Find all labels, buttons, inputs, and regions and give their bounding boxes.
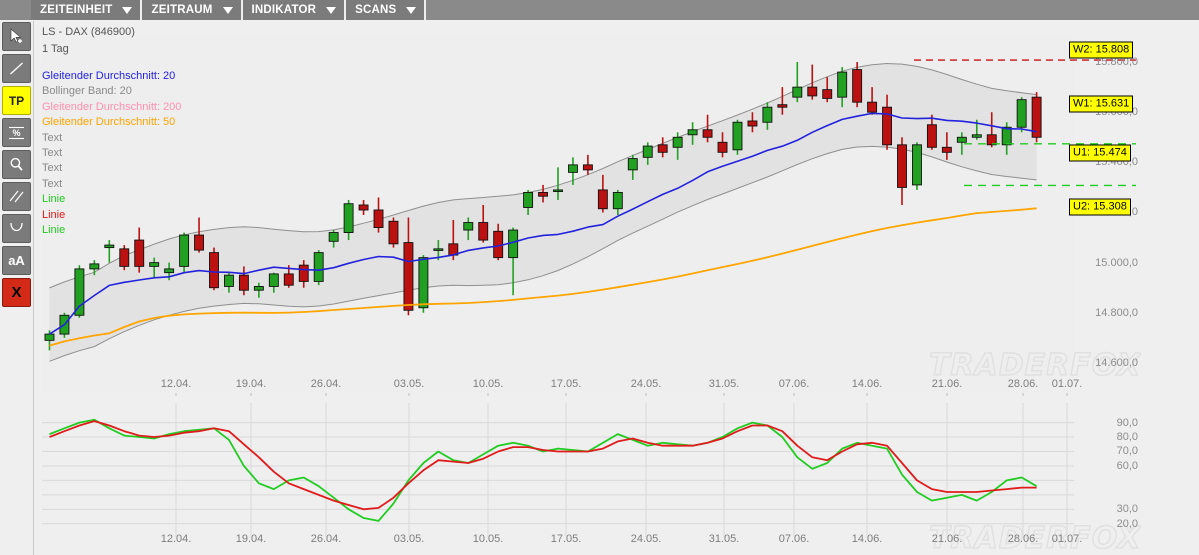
- price-level-tag-w2[interactable]: W2: 15.808: [1069, 41, 1134, 59]
- indicator-axis-tick: 80,0: [1116, 431, 1138, 444]
- text-tool-icon[interactable]: aA: [2, 246, 31, 275]
- indicator-date-tick: 14.06.: [851, 533, 883, 545]
- menu-item-zeiteinheit-label: ZEITEINHEIT: [40, 4, 113, 16]
- price-axis-tick: 14.600,0: [1095, 356, 1138, 369]
- legend-item[interactable]: Linie: [42, 224, 66, 237]
- indicator-date-tick: 24.05.: [630, 533, 662, 545]
- price-date-tick: 31.05.: [708, 378, 740, 390]
- price-date-tick: 17.05.: [550, 378, 582, 390]
- chart-legend: Gleitender Durchschnitt: 20 Bollinger Ban…: [42, 69, 181, 238]
- legend-item[interactable]: Gleitender Durchschnitt: 200: [42, 100, 182, 113]
- zoom-icon[interactable]: [2, 150, 31, 179]
- price-date-tick: 07.06.: [778, 378, 810, 390]
- menu-item-zeitraum[interactable]: ZEITRAUM: [142, 0, 243, 20]
- indicator-date-tick: 21.06.: [931, 533, 963, 545]
- price-date-tick: 24.05.: [630, 378, 662, 390]
- price-level-tag-u2[interactable]: U2: 15.308: [1069, 198, 1131, 216]
- parallel-lines-icon[interactable]: [2, 182, 31, 211]
- price-chart-svg: [44, 59, 1136, 396]
- indicator-axis-tick: 70,0: [1116, 445, 1138, 458]
- svg-text:%: %: [12, 128, 20, 138]
- price-date-tick: 12.04.: [160, 378, 192, 390]
- legend-item[interactable]: Text: [42, 162, 63, 175]
- price-pane[interactable]: LS - DAX (846900) 1 Tag Gleitender Durch…: [34, 21, 1141, 396]
- indicator-pane[interactable]: TRADERFOX 90,080,070,060,030,020,0 45,05…: [34, 403, 1141, 555]
- price-date-tick: 28.06.: [1007, 378, 1039, 390]
- cursor-add-icon[interactable]: [2, 22, 31, 51]
- legend-item[interactable]: Gleitender Durchschnitt: 20: [42, 70, 176, 82]
- delete-label: X: [11, 284, 22, 301]
- indicator-date-tick: 28.06.: [1007, 533, 1039, 545]
- chevron-down-icon: [326, 6, 337, 14]
- indicator-axis-tick: 30,0: [1116, 503, 1138, 516]
- delete-icon[interactable]: X: [2, 278, 31, 307]
- price-level-tag-u1[interactable]: U1: 15.474: [1069, 144, 1131, 162]
- text-tool-label: aA: [8, 253, 25, 268]
- chevron-down-icon: [406, 6, 417, 14]
- legend-item[interactable]: Gleitender Durchschnitt: 50: [42, 116, 176, 129]
- menu-item-indikator[interactable]: INDIKATOR: [242, 0, 347, 20]
- indicator-y-axis: 90,0 80,0 70,0 60,0 30,0 20,0: [1082, 403, 1141, 555]
- page-title: LS - DAX (846900): [42, 26, 135, 38]
- percent-icon[interactable]: %: [2, 118, 31, 147]
- target-price-icon[interactable]: TP: [2, 86, 31, 115]
- indicator-chart-svg: [42, 403, 1074, 537]
- price-date-tick: 03.05.: [393, 378, 425, 390]
- chart-area[interactable]: LS - DAX (846900) 1 Tag Gleitender Durch…: [33, 21, 1141, 555]
- legend-item[interactable]: Text: [42, 177, 63, 190]
- menu-item-scans[interactable]: SCANS: [346, 0, 427, 20]
- price-date-tick: 14.06.: [851, 378, 883, 390]
- menu-item-scans-label: SCANS: [355, 4, 397, 16]
- menu-item-zeitraum-label: ZEITRAUM: [151, 4, 213, 16]
- indicator-date-tick: 10.05.: [472, 533, 504, 545]
- indicator-date-tick: 07.06.: [778, 533, 810, 545]
- price-date-tick: 10.05.: [472, 378, 504, 390]
- indicator-date-tick: 31.05.: [708, 533, 740, 545]
- indicator-date-tick: 26.04.: [310, 533, 342, 545]
- price-date-tick: 19.04.: [235, 378, 267, 390]
- legend-item[interactable]: Linie: [42, 193, 66, 206]
- price-level-tag-w1[interactable]: W1: 15.631: [1069, 95, 1134, 113]
- price-axis-tick: 15.800,0: [1095, 56, 1138, 69]
- menu-item-indikator-label: INDIKATOR: [251, 4, 317, 16]
- indicator-date-tick: 03.05.: [393, 533, 425, 545]
- target-price-label: TP: [8, 93, 25, 108]
- chevron-down-icon: [122, 6, 133, 14]
- indicator-date-tick: 17.05.: [550, 533, 582, 545]
- curve-icon[interactable]: [2, 214, 31, 243]
- menu-bar-spacer: [0, 0, 31, 20]
- chevron-down-icon: [222, 6, 233, 14]
- trendline-icon[interactable]: [2, 54, 31, 83]
- legend-item[interactable]: Text: [42, 147, 63, 160]
- price-date-tick: 21.06.: [931, 378, 963, 390]
- price-date-tick: 01.07.: [1051, 378, 1083, 390]
- indicator-axis-tick: 90,0: [1116, 416, 1138, 429]
- indicator-date-tick: 12.04.: [160, 533, 192, 545]
- indicator-axis-tick: 20,0: [1116, 517, 1138, 530]
- indicator-date-tick: 19.04.: [235, 533, 267, 545]
- indicator-axis-tick: 60,0: [1116, 459, 1138, 472]
- chart-interval-label: 1 Tag: [42, 43, 69, 55]
- legend-item[interactable]: Bollinger Band: 20: [42, 85, 132, 98]
- drawing-toolbar: TP % aA: [2, 22, 32, 307]
- price-axis-tick: 15.000,0: [1095, 256, 1138, 269]
- price-date-tick: 26.04.: [310, 378, 342, 390]
- menu-bar: ZEITEINHEIT ZEITRAUM INDIKATOR SCANS: [0, 0, 1199, 20]
- indicator-date-tick: 01.07.: [1051, 533, 1083, 545]
- menu-item-zeiteinheit[interactable]: ZEITEINHEIT: [31, 0, 143, 20]
- price-axis-tick: 14.800,0: [1095, 306, 1138, 319]
- legend-item[interactable]: Text: [42, 131, 63, 144]
- legend-item[interactable]: Linie: [42, 208, 66, 221]
